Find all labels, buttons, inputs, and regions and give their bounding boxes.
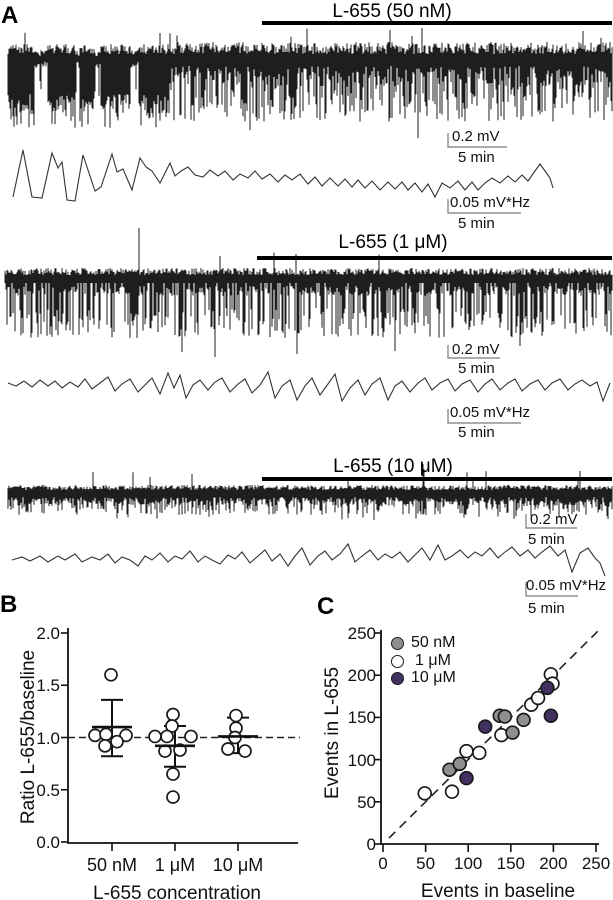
trace1-condition-label: L-655 (50 nM) bbox=[332, 1, 452, 22]
panel-b-data-point bbox=[160, 729, 174, 744]
scale-bracket-3-1 bbox=[525, 514, 577, 529]
panel-c-label: C bbox=[317, 593, 335, 620]
panel-b-data-point bbox=[221, 742, 235, 756]
legend-row-1uM: 1 μM bbox=[391, 652, 451, 670]
panel-b-y-tick-label: 2.0 bbox=[36, 624, 60, 643]
panel-b-data-point bbox=[98, 739, 112, 753]
panel-b-label: B bbox=[0, 591, 18, 618]
panel-b-data-point bbox=[110, 734, 124, 749]
scale-bracket-1-1 bbox=[447, 133, 507, 148]
panel-b-data-point bbox=[184, 729, 198, 744]
panel-b-data-point bbox=[104, 667, 118, 682]
panel-c-data-point-50nM bbox=[452, 756, 467, 772]
trace3-rate-time-scale-label: 5 min bbox=[528, 600, 565, 617]
trace2-amplitude-scale-label: 0.2 mV bbox=[452, 341, 500, 358]
trace2-condition-label: L-655 (1 μM) bbox=[338, 232, 448, 253]
panel-c-x-tick-label: 50 bbox=[416, 854, 436, 873]
panel-b-data-point bbox=[88, 728, 102, 743]
legend-label-50nM: 50 nM bbox=[411, 634, 456, 651]
trace3-condition-label: L-655 (10 μM) bbox=[333, 456, 453, 477]
panel-c-data-point-1μM bbox=[472, 745, 487, 761]
panel-c-data-point-10μM bbox=[543, 708, 559, 723]
trace2-time-scale-label: 5 min bbox=[458, 360, 495, 377]
panel-b-data-point bbox=[229, 708, 243, 723]
panel-b-y-tick-label: 0.5 bbox=[36, 780, 60, 800]
panel-b-data-point bbox=[148, 729, 162, 744]
raw-trace-1 bbox=[7, 28, 613, 138]
legend-row-10uM: 10 μM bbox=[391, 669, 456, 687]
raw-trace-2 bbox=[4, 228, 613, 357]
panel-b-data-point bbox=[166, 767, 180, 781]
raw-trace-3 bbox=[7, 464, 613, 520]
trace3-time-scale-label: 5 min bbox=[528, 531, 565, 548]
panel-c-data-point-50nM bbox=[505, 725, 520, 740]
legend-row-50nM: 50 nM bbox=[391, 634, 455, 652]
panel-c-data-point-10μM bbox=[540, 680, 555, 696]
panel-b-axes bbox=[67, 628, 298, 844]
panel-b-category-label: 10 μM bbox=[212, 855, 264, 875]
legend-label-1uM: 1 μM bbox=[415, 652, 451, 669]
legend-marker-1uM-icon bbox=[391, 654, 404, 668]
identity-line bbox=[388, 630, 599, 839]
panel-b-data-point bbox=[166, 790, 180, 804]
legend-marker-10uM-icon bbox=[391, 671, 404, 685]
panel-c-y-tick-label: 150 bbox=[347, 708, 376, 728]
trace3-amplitude-scale-label: 0.2 mV bbox=[530, 511, 578, 528]
panel-c-x-tick-label: 200 bbox=[539, 854, 568, 873]
panel-c-x-tick-label: 0 bbox=[378, 854, 388, 873]
panel-c-data-point-1μM bbox=[459, 743, 474, 759]
scale-bracket-2-2 bbox=[447, 409, 521, 424]
panel-b-data-point bbox=[238, 744, 252, 758]
panel-c-data-point-10μM bbox=[459, 770, 474, 786]
panel-c-data-point-50nM bbox=[497, 709, 513, 724]
trace1-amplitude-scale-label: 0.2 mV bbox=[452, 128, 500, 145]
panel-c-data-point-1μM bbox=[444, 784, 460, 799]
panel-c-x-tick-label: 150 bbox=[496, 854, 525, 873]
panel-c-x-tick-label: 100 bbox=[454, 854, 483, 873]
panel-c-data-point-10μM bbox=[477, 719, 493, 734]
rate-trace-1 bbox=[12, 149, 554, 202]
trace3-rate-scale-label: 0.05 mV*Hz bbox=[526, 577, 607, 594]
panel-b-y-tick-label: 1.5 bbox=[36, 676, 60, 696]
panel-c-y-tick-label: 100 bbox=[347, 750, 376, 770]
rate-trace-3 bbox=[11, 542, 606, 577]
panel-c-x-tick-label: 250 bbox=[581, 854, 611, 873]
panel-c-data-point-1μM bbox=[417, 786, 432, 801]
scale-bracket-3-2 bbox=[525, 582, 578, 597]
panel-c-data-point-1μM bbox=[530, 690, 546, 706]
panel-b-category-label: 1 μM bbox=[154, 855, 196, 875]
condition-bar-3 bbox=[262, 477, 612, 481]
panel-b-x-axis-title: L-655 concentration bbox=[93, 883, 261, 900]
panel-b-data-point bbox=[166, 707, 180, 722]
scale-bracket-2-1 bbox=[447, 345, 500, 359]
trace1-rate-scale-label: 0.05 mV*Hz bbox=[450, 194, 531, 211]
panel-b-category-label: 50 nM bbox=[86, 855, 138, 875]
panel-b-y-tick-label: 1.0 bbox=[36, 728, 60, 748]
panel-c-y-tick-label: 0 bbox=[366, 835, 376, 854]
panel-c-x-axis-title: Events in baseline bbox=[420, 881, 576, 900]
panel-c-y-tick-label: 250 bbox=[347, 624, 376, 643]
panel-b-data-point bbox=[99, 727, 113, 742]
rate-trace-2 bbox=[7, 370, 611, 403]
trace1-time-scale-label: 5 min bbox=[458, 149, 495, 166]
legend-label-10uM: 10 μM bbox=[411, 669, 456, 686]
trace2-rate-time-scale-label: 5 min bbox=[458, 424, 495, 441]
condition-bar-2 bbox=[257, 256, 612, 260]
panel-a-label: A bbox=[1, 2, 19, 29]
condition-bar-1 bbox=[262, 21, 612, 25]
panel-c-y-tick-label: 200 bbox=[347, 666, 376, 686]
scale-bracket-1-2 bbox=[447, 199, 521, 214]
panel-c-y-tick-label: 50 bbox=[357, 792, 376, 812]
panel-b-y-tick-label: 0.0 bbox=[36, 833, 60, 852]
trace2-rate-scale-label: 0.05 mV*Hz bbox=[450, 404, 531, 421]
legend-marker-50nM-icon bbox=[391, 636, 404, 650]
trace1-rate-time-scale-label: 5 min bbox=[458, 215, 495, 232]
panel-c-data-point-50nM bbox=[516, 712, 531, 728]
